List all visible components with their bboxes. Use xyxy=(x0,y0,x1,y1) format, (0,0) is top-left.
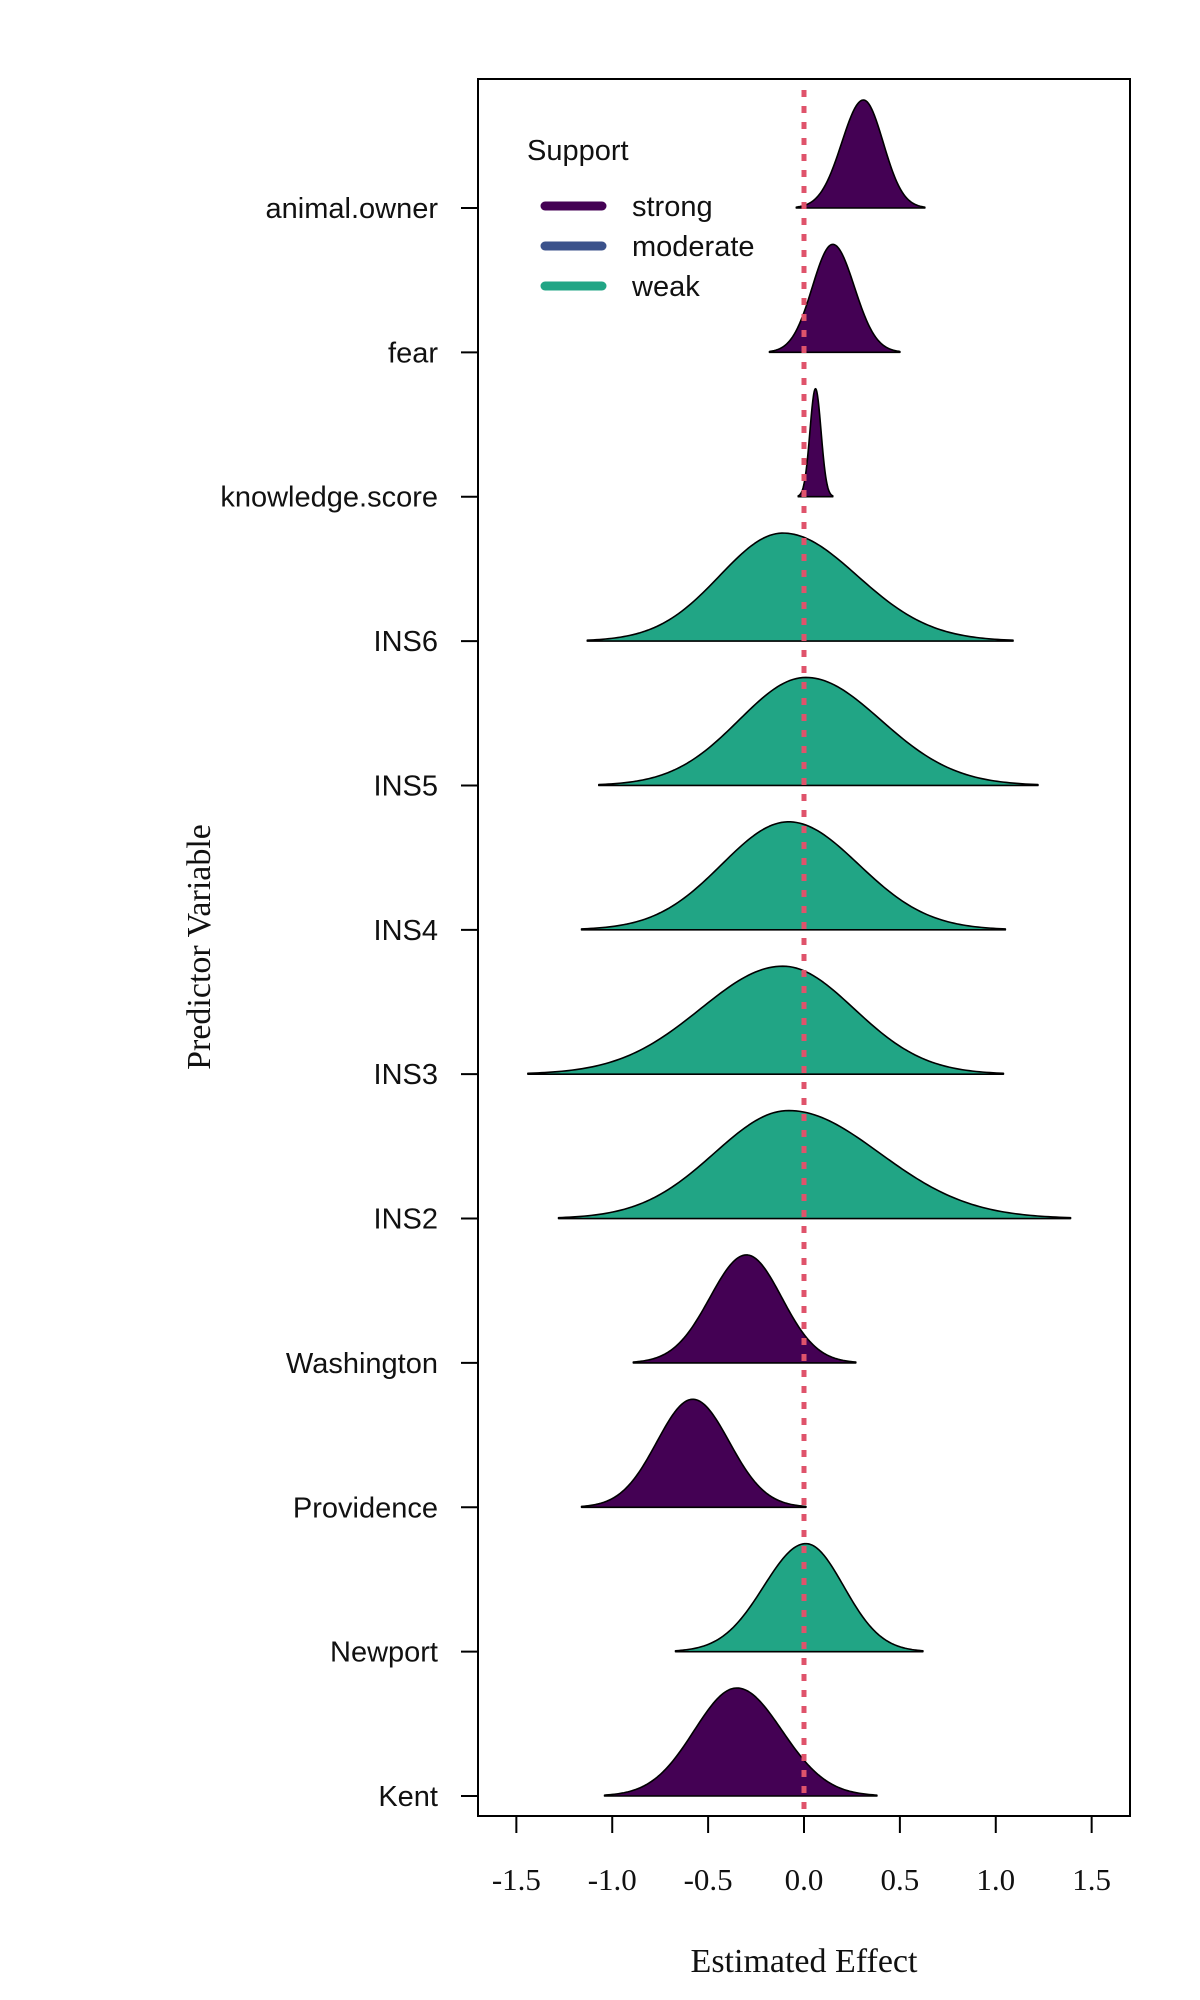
density-ridge-ins4 xyxy=(580,821,1007,931)
x-tick-label-0: -1.5 xyxy=(492,1862,541,1897)
y-axis-title: Predictor Variable xyxy=(181,824,218,1070)
density-ridge-washington xyxy=(632,1254,857,1364)
density-ridge-fear xyxy=(768,243,901,354)
x-tick-label-4: 0.5 xyxy=(881,1862,920,1897)
y-tick-label-ins2: INS2 xyxy=(374,1204,438,1236)
density-ridge-ins3 xyxy=(527,965,1005,1075)
x-tick-label-3: 0.0 xyxy=(785,1862,824,1897)
density-ridge-providence xyxy=(580,1398,807,1509)
y-tick-label-ins3: INS3 xyxy=(374,1059,438,1091)
y-tick-label-ins4: INS4 xyxy=(374,915,438,947)
y-tick-label-ins5: INS5 xyxy=(374,770,438,802)
density-ridge-kent xyxy=(603,1687,878,1797)
x-axis-title: Estimated Effect xyxy=(691,1943,918,1980)
density-ridge-ins2 xyxy=(557,1109,1072,1220)
legend-label-strong: strong xyxy=(632,191,713,223)
y-tick-label-knowledge-score: knowledge.score xyxy=(220,482,438,514)
x-axis: -1.5 -1.0 -0.5 0.0 0.5 1.0 1.5 xyxy=(492,1815,1111,1897)
x-tick-label-2: -0.5 xyxy=(684,1862,733,1897)
density-ridges xyxy=(527,99,1072,1797)
y-tick-label-animal-owner: animal.owner xyxy=(266,193,439,225)
legend-title: Support xyxy=(527,135,629,167)
density-ridge-animal-owner xyxy=(795,99,926,209)
legend-label-weak: weak xyxy=(631,271,700,303)
y-axis: animal.owner fear knowledge.score INS6 INS5 I… xyxy=(220,193,478,1813)
x-tick-label-1: -1.0 xyxy=(588,1862,637,1897)
density-ridge-ins6 xyxy=(586,532,1014,642)
x-tick-label-6: 1.5 xyxy=(1072,1862,1111,1897)
density-ridge-knowledge-score xyxy=(797,387,834,498)
legend-label-moderate: moderate xyxy=(632,231,755,263)
density-ridge-ins5 xyxy=(598,676,1039,787)
y-tick-label-kent: Kent xyxy=(378,1781,438,1813)
y-tick-label-fear: fear xyxy=(388,337,438,369)
density-ridge-newport xyxy=(674,1542,924,1653)
y-tick-label-washington: Washington xyxy=(286,1348,438,1380)
y-tick-label-newport: Newport xyxy=(330,1637,438,1669)
x-tick-label-5: 1.0 xyxy=(976,1862,1015,1897)
y-tick-label-ins6: INS6 xyxy=(374,626,438,658)
y-tick-label-providence: Providence xyxy=(293,1492,438,1524)
